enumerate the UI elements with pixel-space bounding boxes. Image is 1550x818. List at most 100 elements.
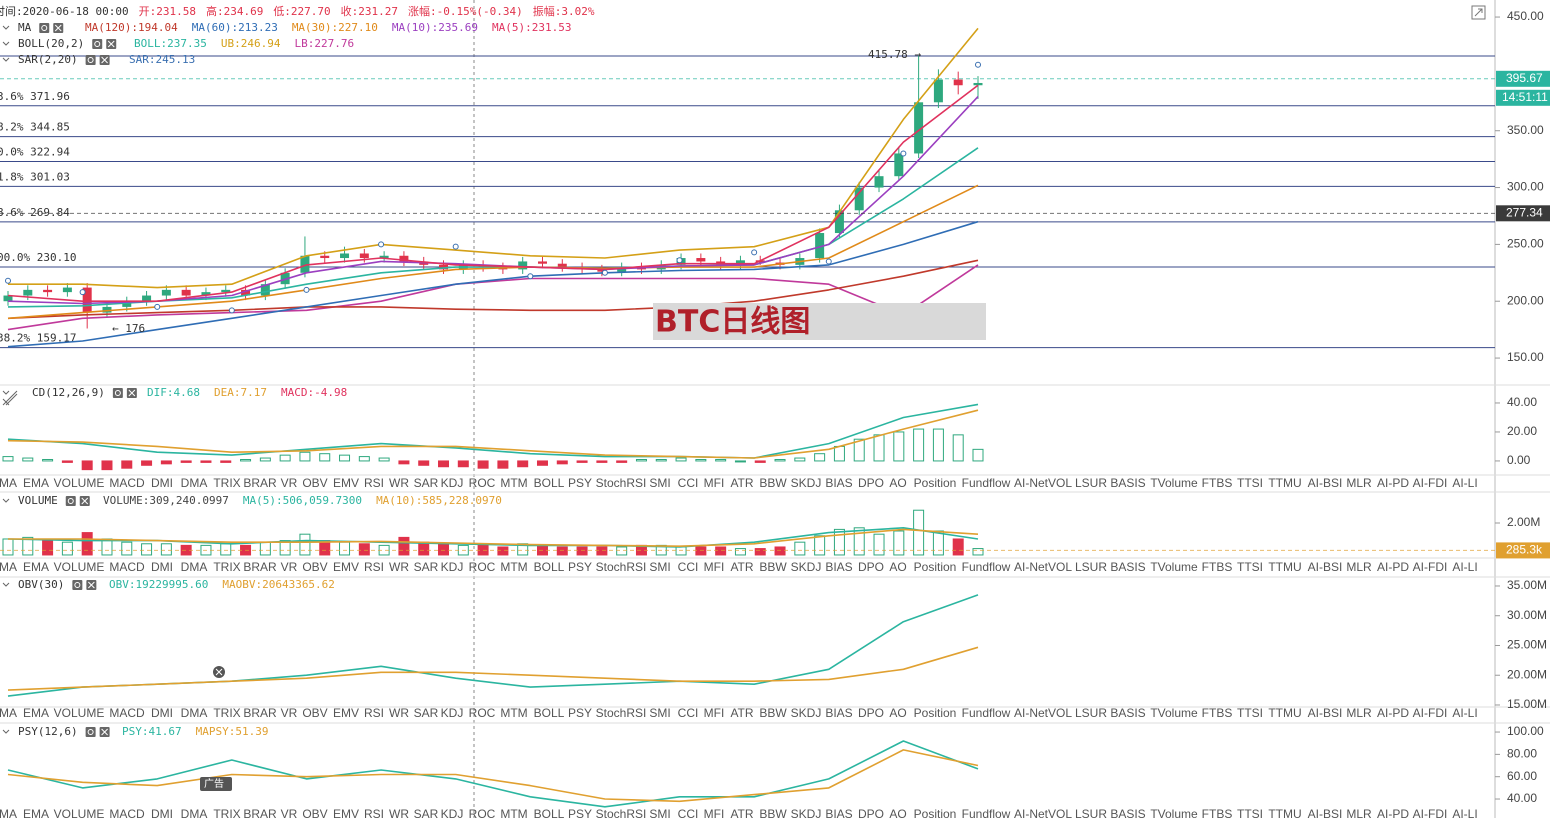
indicator-tab[interactable]: TTSI — [1237, 560, 1263, 574]
indicator-tab[interactable]: TVolume — [1150, 807, 1198, 818]
drawing-tool-icon[interactable] — [2, 390, 18, 406]
indicator-tab[interactable]: MACD — [109, 560, 145, 574]
indicator-tab[interactable]: VR — [281, 476, 298, 490]
indicator-tab[interactable]: AI-FDI — [1413, 560, 1448, 574]
indicator-tab[interactable]: BASIS — [1110, 706, 1145, 720]
indicator-tab[interactable]: StochRSI — [596, 560, 647, 574]
indicator-tab[interactable]: ATR — [730, 560, 753, 574]
indicator-tab[interactable]: AI-LI — [1452, 706, 1477, 720]
indicator-tab[interactable]: WR — [389, 476, 409, 490]
indicator-tab[interactable]: AI-PD — [1377, 706, 1409, 720]
indicator-tab[interactable]: CCI — [678, 807, 699, 818]
indicator-tab[interactable]: MLR — [1346, 807, 1372, 818]
indicator-tab[interactable]: StochRSI — [596, 807, 647, 818]
indicator-tab[interactable]: VOLUME — [54, 807, 105, 818]
indicator-tab[interactable]: WR — [389, 807, 409, 818]
settings-button[interactable] — [72, 580, 83, 590]
indicator-tab[interactable]: ROC — [469, 476, 496, 490]
indicator-tab[interactable]: WR — [389, 706, 409, 720]
indicator-tab[interactable]: EMA — [23, 706, 49, 720]
indicator-tab[interactable]: BRAR — [243, 807, 277, 818]
indicator-tab[interactable]: MACD — [109, 476, 145, 490]
indicator-tab[interactable]: TVolume — [1150, 476, 1198, 490]
indicator-tab[interactable]: TTMU — [1268, 807, 1301, 818]
indicator-tab[interactable]: KDJ — [441, 560, 464, 574]
indicator-tab[interactable]: StochRSI — [596, 706, 647, 720]
indicator-tab[interactable]: SKDJ — [791, 476, 822, 490]
indicator-tab[interactable]: BBW — [759, 706, 787, 720]
indicator-tab[interactable]: PSY — [568, 476, 592, 490]
indicator-tab[interactable]: ATR — [730, 476, 753, 490]
indicator-tab[interactable]: MTM — [500, 706, 527, 720]
indicator-tab[interactable]: DPO — [858, 807, 884, 818]
indicator-tab[interactable]: MFI — [704, 807, 725, 818]
indicator-tab[interactable]: DMI — [151, 560, 173, 574]
indicator-tab[interactable]: Position — [914, 706, 957, 720]
indicator-tab[interactable]: SMI — [649, 560, 670, 574]
indicator-tab[interactable]: OBV — [302, 560, 327, 574]
indicator-tab[interactable]: AI-NetVOL — [1014, 706, 1072, 720]
indicator-tab[interactable]: DPO — [858, 560, 884, 574]
indicator-tab[interactable]: VOLUME — [54, 560, 105, 574]
indicator-tab[interactable]: AO — [889, 706, 906, 720]
collapse-arrow[interactable] — [2, 582, 10, 587]
indicator-tab[interactable]: BBW — [759, 807, 787, 818]
indicator-tab[interactable]: BASIS — [1110, 476, 1145, 490]
indicator-tab[interactable]: TTSI — [1237, 807, 1263, 818]
indicator-tab[interactable]: TRIX — [213, 476, 240, 490]
indicator-tab[interactable]: MTM — [500, 560, 527, 574]
indicator-tab[interactable]: BOLL — [534, 706, 565, 720]
indicator-tab[interactable]: KDJ — [441, 476, 464, 490]
indicator-tab[interactable]: DMA — [181, 807, 208, 818]
indicator-tab[interactable]: Position — [914, 807, 957, 818]
settings-button[interactable] — [65, 496, 76, 506]
indicator-tab[interactable]: CCI — [678, 560, 699, 574]
indicator-tab[interactable]: AI-LI — [1452, 560, 1477, 574]
settings-button[interactable] — [92, 39, 103, 49]
ad-badge[interactable] — [200, 777, 232, 791]
indicator-tab[interactable]: VOLUME — [54, 706, 105, 720]
indicator-tab[interactable]: TTSI — [1237, 706, 1263, 720]
settings-button[interactable] — [39, 23, 50, 33]
indicator-tab[interactable]: StochRSI — [596, 476, 647, 490]
indicator-tab[interactable]: AI-NetVOL — [1014, 560, 1072, 574]
indicator-tab[interactable]: EMV — [333, 807, 359, 818]
indicator-tab[interactable]: MLR — [1346, 476, 1372, 490]
indicator-tab[interactable]: MA — [0, 706, 17, 720]
indicator-tab[interactable]: TTMU — [1268, 706, 1301, 720]
indicator-tab[interactable]: FTBS — [1202, 807, 1233, 818]
indicator-tab[interactable]: SAR — [414, 706, 439, 720]
indicator-tab[interactable]: RSI — [364, 706, 384, 720]
collapse-arrow[interactable] — [2, 729, 10, 734]
indicator-tab[interactable]: CCI — [678, 706, 699, 720]
indicator-tab[interactable]: EMV — [333, 560, 359, 574]
indicator-tab[interactable]: SKDJ — [791, 807, 822, 818]
indicator-tab[interactable]: AI-FDI — [1413, 476, 1448, 490]
indicator-tab[interactable]: MFI — [704, 476, 725, 490]
indicator-tab[interactable]: DMI — [151, 476, 173, 490]
indicator-tab[interactable]: BOLL — [534, 560, 565, 574]
indicator-tab[interactable]: TRIX — [213, 706, 240, 720]
indicator-tab[interactable]: RSI — [364, 476, 384, 490]
indicator-tab[interactable]: MLR — [1346, 706, 1372, 720]
indicator-tab[interactable]: ATR — [730, 807, 753, 818]
collapse-arrow[interactable] — [2, 57, 10, 62]
indicator-tab[interactable]: AI-PD — [1377, 807, 1409, 818]
indicator-tab[interactable]: FTBS — [1202, 706, 1233, 720]
indicator-tab[interactable]: Fundflow — [962, 706, 1011, 720]
indicator-tab[interactable]: AI-BSI — [1308, 476, 1343, 490]
indicator-tab[interactable]: TVolume — [1150, 560, 1198, 574]
indicator-tab[interactable]: EMA — [23, 807, 49, 818]
indicator-tab[interactable]: MACD — [109, 807, 145, 818]
indicator-tab[interactable]: BBW — [759, 560, 787, 574]
indicator-tab[interactable]: TTSI — [1237, 476, 1263, 490]
indicator-tab[interactable]: MACD — [109, 706, 145, 720]
indicator-tab[interactable]: PSY — [568, 807, 592, 818]
indicator-tab[interactable]: DMA — [181, 476, 208, 490]
collapse-arrow[interactable] — [2, 390, 10, 395]
indicator-tab[interactable]: BRAR — [243, 706, 277, 720]
indicator-tab[interactable]: SAR — [414, 807, 439, 818]
indicator-tab[interactable]: BASIS — [1110, 807, 1145, 818]
indicator-tab[interactable]: SKDJ — [791, 560, 822, 574]
indicator-tab[interactable]: TTMU — [1268, 560, 1301, 574]
